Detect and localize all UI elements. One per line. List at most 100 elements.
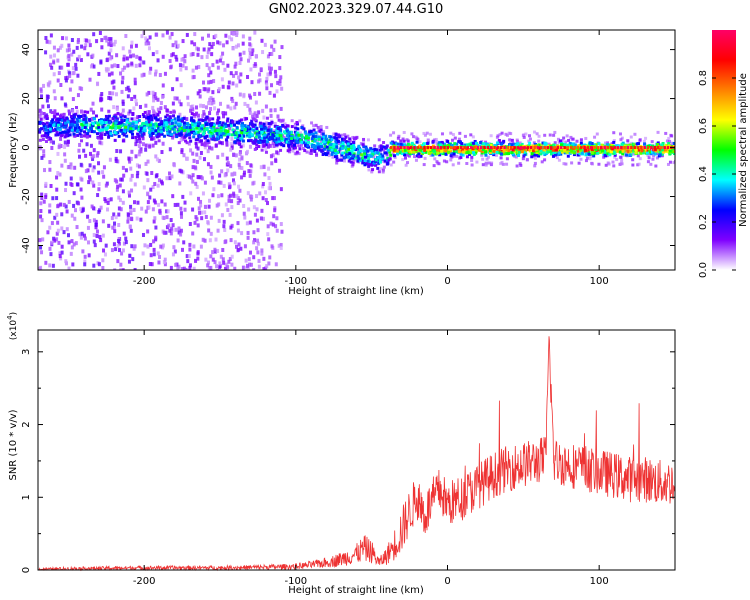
spectrogram-cell	[231, 81, 235, 86]
spectrogram-cell	[146, 159, 150, 164]
spectrogram-cell	[241, 34, 245, 39]
spectrogram-cell	[64, 121, 68, 125]
spectrogram-cell	[155, 50, 159, 55]
spectrogram-cell	[348, 152, 352, 156]
spectrogram-cell	[59, 144, 63, 149]
spectrogram-cell	[223, 67, 227, 72]
spectrogram-cell	[389, 133, 393, 137]
spectrogram-cell	[417, 155, 421, 159]
spectrogram-cell	[204, 214, 208, 219]
spectrogram-cell	[220, 141, 224, 146]
spectrogram-cell	[653, 152, 657, 156]
spectrogram-cell	[278, 168, 282, 173]
spectrogram-cell	[207, 265, 211, 270]
spectrogram-cell	[333, 136, 337, 140]
spectrogram-cell	[386, 148, 390, 152]
spectrogram-cell	[164, 115, 168, 119]
spectrogram-cell	[414, 158, 418, 162]
spectrogram-cell	[193, 113, 197, 117]
spectrogram-cell	[66, 134, 70, 138]
spectrogram-cell	[153, 216, 157, 221]
spectrogram-cell	[487, 142, 491, 146]
spectrogram-cell	[159, 244, 163, 249]
spectrogram-cell	[290, 144, 294, 148]
spectrogram-cell	[423, 146, 426, 150]
spectrogram-cell	[295, 150, 299, 154]
spectrogram-cell	[644, 136, 648, 140]
y-tick-label: 1	[21, 494, 32, 500]
spectrogram-cell	[449, 158, 453, 162]
spectrogram-cell	[130, 61, 134, 66]
spectrogram-cell	[180, 117, 184, 121]
spectrogram-cell	[126, 212, 130, 217]
spectrogram-cell	[349, 139, 353, 143]
spectrogram-cell	[270, 44, 274, 49]
spectrogram-cell	[506, 146, 510, 150]
spectrogram-cell	[75, 109, 79, 114]
spectrogram-cell	[95, 132, 99, 136]
spectrogram-cell	[82, 134, 86, 138]
spectrogram-cell	[128, 159, 132, 164]
spectrogram-cell	[536, 146, 540, 150]
spectrogram-cell	[278, 130, 282, 134]
spectrogram-cell	[110, 64, 114, 69]
spectrogram-cell	[321, 132, 325, 136]
spectrogram-cell	[208, 111, 212, 116]
spectrogram-cell	[209, 254, 213, 259]
spectrogram-cell	[620, 146, 623, 150]
spectrogram-cell	[38, 130, 42, 134]
spectrogram-cell	[228, 193, 232, 198]
spectrogram-cell	[259, 67, 263, 72]
spectrogram-cell	[81, 249, 85, 254]
spectrogram-cell	[264, 198, 268, 203]
spectrogram-cell	[460, 142, 464, 146]
spectrogram-cell	[275, 129, 279, 133]
spectrogram-cell	[60, 43, 64, 48]
spectrogram-cell	[66, 120, 70, 124]
spectrogram-cell	[63, 130, 67, 134]
spectrogram-cell	[141, 136, 145, 141]
spectrogram-cell	[238, 61, 242, 66]
spectrogram-cell	[165, 30, 169, 35]
spectrogram-cell	[347, 155, 351, 159]
spectrogram-cell	[295, 131, 299, 135]
spectrogram-cell	[180, 214, 184, 219]
spectrogram-cell	[533, 130, 537, 134]
spectrogram-cell	[98, 140, 102, 145]
spectrogram-cell	[649, 150, 653, 154]
spectrogram-cells	[38, 30, 675, 270]
spectrogram-cell	[76, 133, 80, 137]
spectrogram-cell	[262, 144, 266, 148]
spectrogram-cell	[266, 145, 270, 149]
spectrogram-cell	[359, 149, 363, 153]
spectrogram-cell	[350, 150, 354, 154]
spectrogram-cell	[263, 172, 267, 177]
spectrogram-cell	[356, 154, 360, 158]
spectrogram-cell	[570, 161, 574, 165]
spectrogram-cell	[246, 191, 250, 196]
spectrogram-cell	[340, 153, 344, 157]
spectrogram-cell	[658, 150, 662, 154]
spectrogram-cell	[612, 131, 616, 135]
spectrogram-cell	[264, 150, 268, 154]
spectrogram-cell	[163, 202, 167, 207]
spectrogram-cell	[198, 210, 202, 215]
spectrogram-cell	[169, 127, 173, 131]
spectrogram-cell	[46, 230, 50, 235]
spectrogram-cell	[362, 145, 366, 149]
spectrogram-cell	[72, 113, 76, 117]
spectrogram-cell	[227, 85, 231, 90]
spectrogram-cell	[44, 140, 48, 144]
spectrogram-cell	[130, 40, 134, 45]
spectrogram-cell	[151, 105, 155, 110]
spectrogram-cell	[70, 182, 74, 187]
colorbar-tick-label: 0.2	[698, 214, 709, 230]
spectrogram-cell	[274, 74, 278, 79]
spectrogram-cell	[501, 144, 505, 148]
spectrogram-cell	[200, 127, 204, 131]
spectrogram-cell	[83, 110, 87, 114]
spectrogram-cell	[60, 65, 64, 70]
spectrogram-cell	[174, 262, 178, 267]
spectrogram-cell	[335, 161, 339, 165]
spectrogram-cell	[129, 44, 133, 49]
